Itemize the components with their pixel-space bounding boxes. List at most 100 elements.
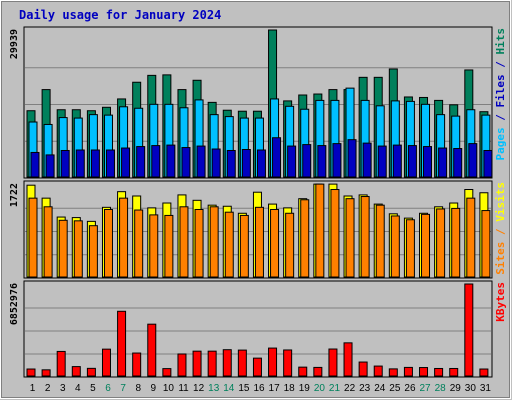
series-pages [30, 137, 493, 178]
panel-hits-files-pages-max-label: 29939 [9, 29, 20, 59]
bar-kbytes-day-10 [162, 368, 172, 377]
x-label-day-30: 30 [465, 383, 477, 394]
x-label-day-7: 7 [120, 383, 126, 394]
bar-pages-day-25 [392, 144, 402, 178]
bar-pages-day-18 [287, 145, 297, 178]
bar-sites-day-25 [390, 215, 400, 278]
bar-sites-day-2 [43, 206, 53, 278]
x-label-day-2: 2 [45, 383, 51, 394]
bar-pages-day-4 [75, 149, 85, 178]
bar-sites-day-20 [315, 183, 325, 278]
bar-pages-day-14 [226, 149, 236, 178]
legend-part-0: Pages [494, 127, 507, 160]
bar-sites-day-4 [73, 220, 83, 278]
bar-kbytes-day-17 [268, 347, 278, 377]
bar-pages-day-3 [60, 149, 70, 178]
bar-pages-day-8 [136, 146, 146, 178]
bar-pages-day-26 [407, 145, 417, 178]
bar-sites-day-27 [421, 213, 431, 278]
bar-pages-day-6 [105, 149, 115, 178]
bar-kbytes-day-6 [101, 348, 111, 377]
bar-sites-day-18 [285, 212, 295, 278]
x-label-day-25: 25 [389, 383, 401, 394]
x-label-day-20: 20 [314, 383, 326, 394]
bar-pages-day-21 [332, 143, 342, 178]
panel-visits-sites-max-label: 1722 [9, 183, 20, 207]
legend-part-0: Sites [494, 242, 507, 275]
bar-sites-day-8 [134, 209, 144, 278]
bar-pages-day-28 [438, 147, 448, 178]
bar-kbytes-day-13 [207, 350, 217, 377]
bar-pages-day-24 [377, 145, 387, 178]
bar-pages-day-31 [483, 149, 493, 178]
bar-sites-day-7 [119, 197, 129, 278]
x-label-day-29: 29 [450, 383, 462, 394]
bar-sites-day-29 [451, 207, 461, 278]
bar-pages-day-5 [90, 149, 100, 178]
x-label-day-6: 6 [105, 383, 111, 394]
bar-pages-day-11 [181, 147, 191, 178]
bar-kbytes-day-2 [41, 369, 51, 377]
bar-sites-day-13 [209, 206, 219, 278]
bar-kbytes-day-18 [283, 349, 293, 377]
x-label-day-31: 31 [480, 383, 492, 394]
x-label-day-19: 19 [299, 383, 311, 394]
bar-kbytes-day-8 [132, 352, 142, 377]
bar-kbytes-day-3 [56, 350, 66, 377]
x-label-day-22: 22 [344, 383, 356, 394]
panel-hits-files-pages-legend: Pages / Files / Hits [494, 28, 507, 161]
bar-pages-day-30 [468, 143, 478, 178]
bar-sites-day-26 [405, 219, 415, 278]
bar-kbytes-day-24 [373, 365, 383, 377]
bar-sites-day-3 [58, 219, 68, 278]
bar-sites-day-19 [300, 199, 310, 278]
bar-sites-day-16 [254, 206, 264, 278]
x-label-day-14: 14 [223, 383, 235, 394]
bar-kbytes-day-26 [403, 366, 413, 377]
x-label-day-1: 1 [30, 383, 36, 394]
bar-pages-day-10 [166, 144, 176, 178]
x-axis-labels: 1 2 3 4 5 6 7 8 9 10 11 12 13 14 15 16 17 18 19 20 21 22 23 24 2… [30, 383, 492, 394]
panel-kbytes-max-label: 6852976 [9, 283, 20, 325]
x-label-day-23: 23 [359, 383, 371, 394]
legend-part-1: / [494, 222, 507, 242]
bar-kbytes-day-21 [328, 348, 338, 377]
bar-kbytes-day-14 [222, 349, 232, 377]
bar-pages-day-29 [453, 148, 463, 178]
x-label-day-24: 24 [374, 383, 386, 394]
bar-sites-day-15 [239, 214, 249, 278]
x-label-day-15: 15 [238, 383, 250, 394]
chart-title: Daily usage for January 2024 [19, 8, 221, 22]
x-label-day-12: 12 [193, 383, 205, 394]
bar-kbytes-day-5 [86, 367, 96, 377]
bar-sites-day-5 [88, 225, 98, 278]
x-label-day-13: 13 [208, 383, 220, 394]
x-label-day-17: 17 [269, 383, 281, 394]
bar-kbytes-day-28 [434, 367, 444, 377]
legend-part-0: KBytes [494, 282, 507, 322]
bar-kbytes-day-1 [26, 368, 36, 377]
bar-kbytes-day-29 [449, 367, 459, 377]
x-label-day-5: 5 [90, 383, 96, 394]
panel-kbytes-legend: KBytes [494, 282, 507, 322]
panel-kbytes: 6852976 KBytes [9, 280, 507, 378]
bar-sites-day-28 [436, 208, 446, 278]
series-sites [28, 183, 491, 278]
bar-sites-day-30 [466, 197, 476, 278]
x-label-day-28: 28 [435, 383, 447, 394]
bar-pages-day-2 [45, 154, 55, 178]
bar-sites-day-14 [224, 211, 234, 278]
x-label-day-26: 26 [404, 383, 416, 394]
bar-kbytes-day-19 [298, 366, 308, 377]
bar-kbytes-day-15 [237, 349, 247, 377]
bar-pages-day-1 [30, 151, 40, 178]
bar-pages-day-19 [302, 144, 312, 178]
x-label-day-4: 4 [75, 383, 81, 394]
panel-hits-files-pages: 29939 Pages / Files / Hits [9, 26, 507, 179]
x-label-day-18: 18 [284, 383, 296, 394]
panel-visits-sites: 1722 Sites / Visits [9, 180, 507, 279]
bar-kbytes-day-16 [252, 357, 262, 377]
legend-part-1: / [494, 108, 507, 128]
